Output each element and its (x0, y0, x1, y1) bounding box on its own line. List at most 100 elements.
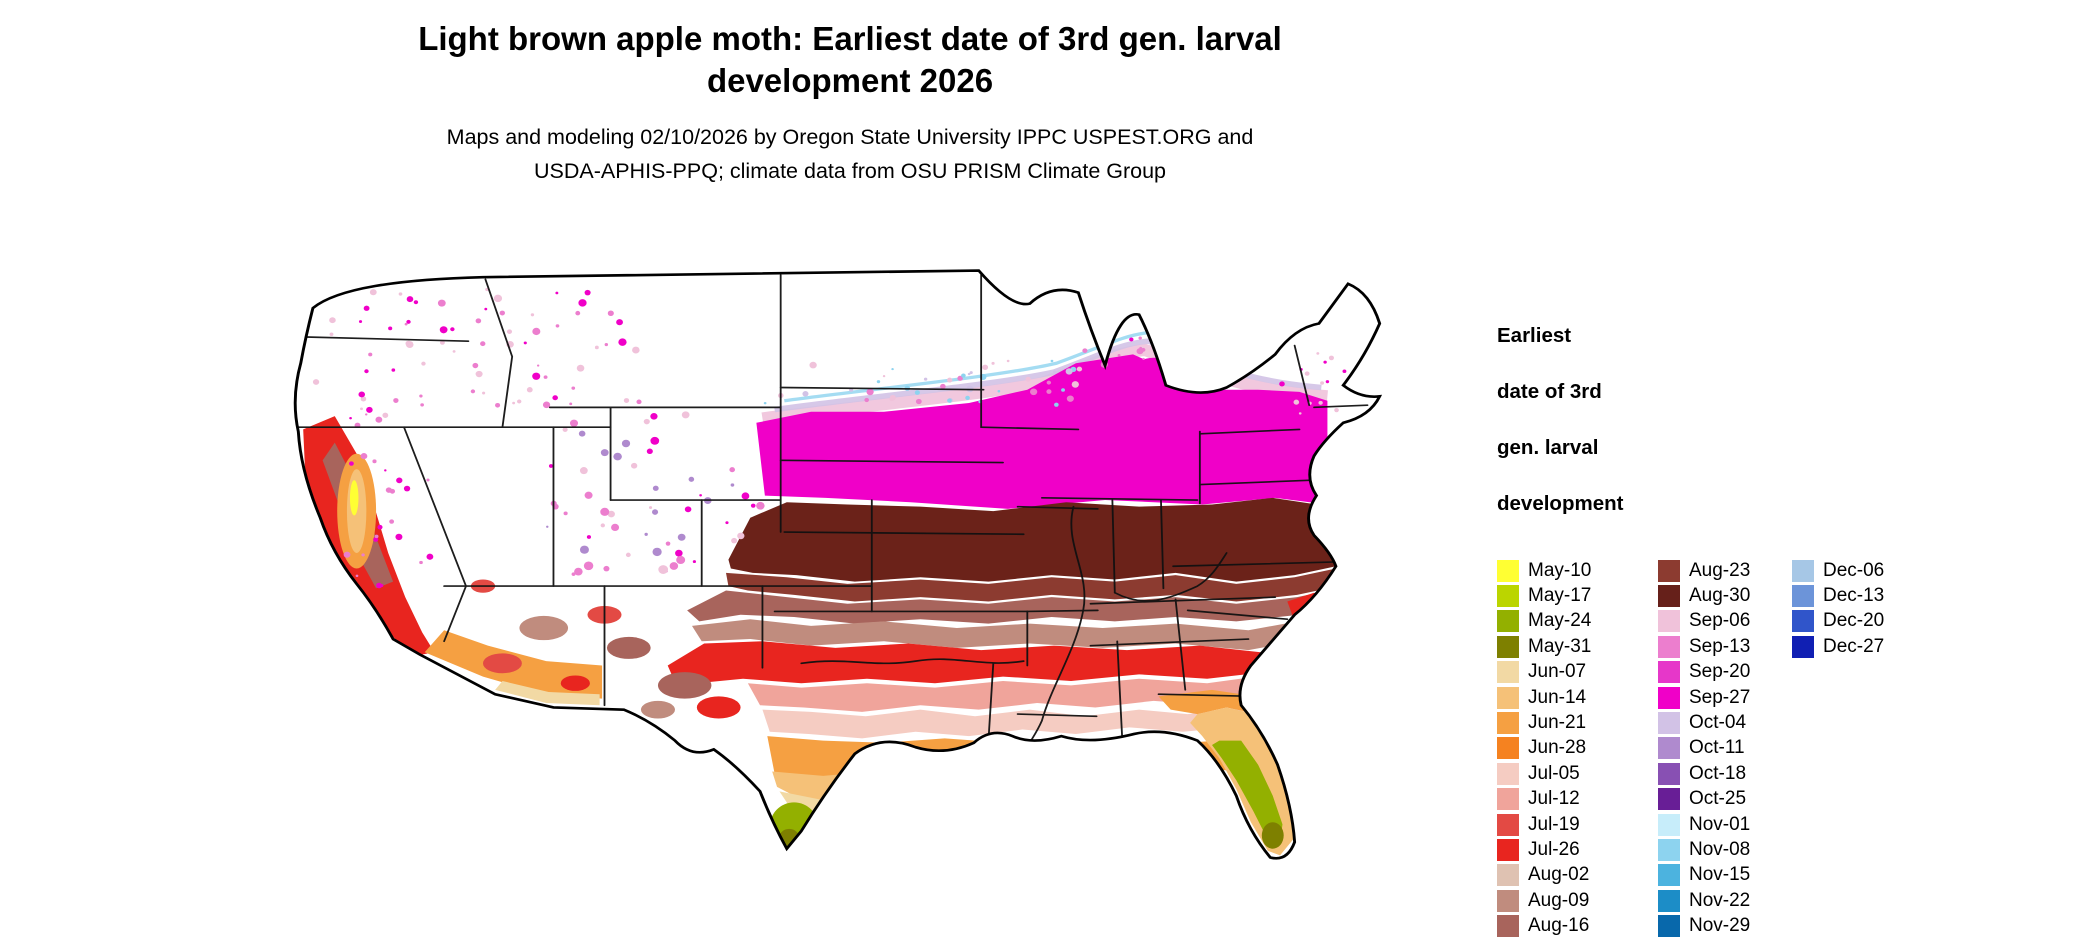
speckle (475, 370, 483, 378)
speckle (472, 362, 479, 369)
patch-michigan-magenta (1134, 357, 1174, 382)
title-line-1: Light brown apple moth: Earliest date of… (418, 20, 1282, 57)
legend-item: May-17 (1497, 583, 1658, 608)
speckle (395, 533, 403, 541)
speckle (375, 416, 383, 423)
speckle (349, 416, 352, 420)
patch-wtx-brown (657, 672, 712, 699)
legend-item: Nov-15 (1658, 863, 1792, 888)
speckle (512, 401, 516, 405)
legend-item: Sep-20 (1658, 660, 1792, 685)
speckle (358, 391, 366, 398)
band-aug23 (726, 568, 1339, 602)
map-legend: Earliest date of 3rd gen. larval develop… (1497, 294, 2057, 939)
legend-label: Aug-02 (1528, 864, 1590, 886)
speckle (1334, 408, 1339, 413)
speckle (1320, 381, 1325, 385)
legend-item: Jul-05 (1497, 761, 1658, 786)
speckle (575, 310, 581, 316)
speckle (730, 483, 735, 487)
speckle (1318, 400, 1323, 405)
legend-item: Dec-06 (1792, 558, 1922, 583)
map-raster-layers (295, 270, 1380, 859)
patch-florida-darkolive (1261, 822, 1284, 849)
speckle (1293, 394, 1298, 398)
speckle (576, 364, 585, 372)
legend-label: Jun-14 (1528, 686, 1587, 708)
speckle (684, 506, 692, 513)
speckle (600, 449, 609, 457)
speckle (594, 345, 599, 350)
speckle (923, 377, 928, 381)
speckle (495, 402, 501, 408)
speckle (388, 326, 393, 331)
speckle (584, 289, 591, 296)
patch-stx-olive (769, 802, 819, 851)
legend-swatch-Nov-22 (1658, 889, 1680, 912)
speckle (1061, 388, 1065, 392)
speckle (316, 294, 323, 301)
speckle (405, 340, 412, 347)
legend-swatch-Dec-13 (1792, 585, 1814, 608)
band-sep27 (756, 354, 1328, 509)
speckle (329, 332, 334, 336)
speckle (750, 503, 756, 508)
speckle (555, 291, 559, 295)
speckle (866, 388, 874, 396)
speckle (373, 537, 379, 542)
legend-item: May-24 (1497, 609, 1658, 634)
speckle (756, 501, 765, 510)
legend-label: Jul-19 (1528, 813, 1580, 835)
speckle (579, 545, 589, 554)
legend-item: May-31 (1497, 634, 1658, 659)
speckle (991, 361, 995, 365)
speckle (369, 289, 377, 296)
speckle (571, 572, 576, 576)
speckle (526, 387, 533, 393)
speckle (1006, 359, 1010, 363)
legend-label: Jul-05 (1528, 762, 1580, 784)
speckle (669, 562, 679, 570)
legend-swatch-May-10 (1497, 559, 1519, 582)
legend-item: Jun-21 (1497, 710, 1658, 735)
speckle (1046, 380, 1052, 385)
legend-swatch-Sep-27 (1658, 686, 1680, 709)
legend-swatch-Jul-19 (1497, 813, 1519, 836)
legend-label: Nov-22 (1689, 889, 1751, 911)
speckle (613, 452, 622, 461)
speckle (548, 464, 554, 468)
speckle (439, 340, 445, 345)
speckle (406, 296, 414, 303)
speckle (493, 294, 503, 303)
speckle (652, 547, 662, 557)
speckle (1050, 359, 1054, 363)
legend-swatch-Aug-30 (1658, 585, 1680, 608)
speckle (965, 395, 970, 400)
speckle (600, 523, 605, 528)
speckle (377, 524, 383, 530)
page-title: Light brown apple moth: Earliest date of… (250, 18, 1450, 102)
speckle (391, 368, 396, 372)
speckle (484, 307, 488, 311)
speckle (1066, 395, 1074, 402)
speckle (376, 582, 383, 589)
speckle (1071, 381, 1079, 388)
legend-item: Jul-12 (1497, 787, 1658, 812)
speckle (396, 477, 403, 484)
legend-label: Aug-09 (1528, 889, 1590, 911)
speckle (583, 561, 594, 571)
speckle (997, 390, 1001, 393)
legend-swatch-Jul-12 (1497, 788, 1519, 811)
speckle (1325, 380, 1330, 384)
legend-swatch-Dec-27 (1792, 635, 1814, 658)
legend-label: Nov-01 (1689, 813, 1751, 835)
legend-item: Aug-23 (1658, 558, 1792, 583)
speckle (688, 476, 695, 482)
speckle (889, 397, 894, 402)
speckle (618, 338, 627, 346)
speckle (600, 507, 610, 516)
speckle (1279, 381, 1285, 387)
speckle (864, 397, 870, 403)
speckle (947, 398, 952, 403)
speckle (957, 375, 963, 381)
